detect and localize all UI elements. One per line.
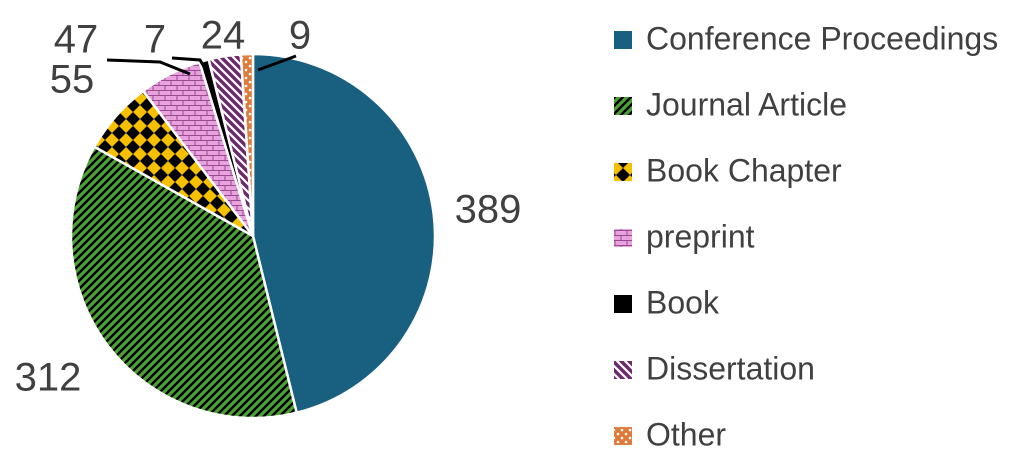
pie-slice bbox=[239, 52, 255, 237]
data-label: 47 bbox=[54, 18, 99, 62]
legend-swatch bbox=[614, 97, 632, 115]
legend-label: Journal Article bbox=[646, 86, 847, 122]
legend-swatch bbox=[614, 427, 632, 445]
legend-swatch bbox=[614, 295, 632, 313]
leader-line bbox=[257, 54, 297, 72]
legend-label: Conference Proceedings bbox=[646, 20, 998, 56]
legend-label: Book Chapter bbox=[646, 152, 842, 188]
data-label: 7 bbox=[144, 18, 166, 62]
legend-swatch bbox=[614, 163, 632, 181]
pie-slice bbox=[251, 52, 437, 415]
data-label: 55 bbox=[50, 58, 95, 102]
legend-label: Dissertation bbox=[646, 350, 815, 386]
data-label: 389 bbox=[455, 188, 522, 232]
legend-label: Other bbox=[646, 416, 726, 452]
legend-label: Book bbox=[646, 284, 720, 320]
legend-swatch bbox=[614, 361, 632, 379]
legend-label: preprint bbox=[646, 218, 755, 254]
legend-swatch bbox=[614, 229, 632, 247]
pie-slice bbox=[69, 145, 299, 420]
legend-swatch bbox=[614, 31, 632, 49]
leader-line bbox=[106, 58, 191, 76]
data-label: 9 bbox=[289, 14, 311, 58]
data-label: 312 bbox=[15, 356, 82, 400]
data-label: 24 bbox=[201, 14, 246, 58]
leader-line bbox=[171, 56, 208, 71]
